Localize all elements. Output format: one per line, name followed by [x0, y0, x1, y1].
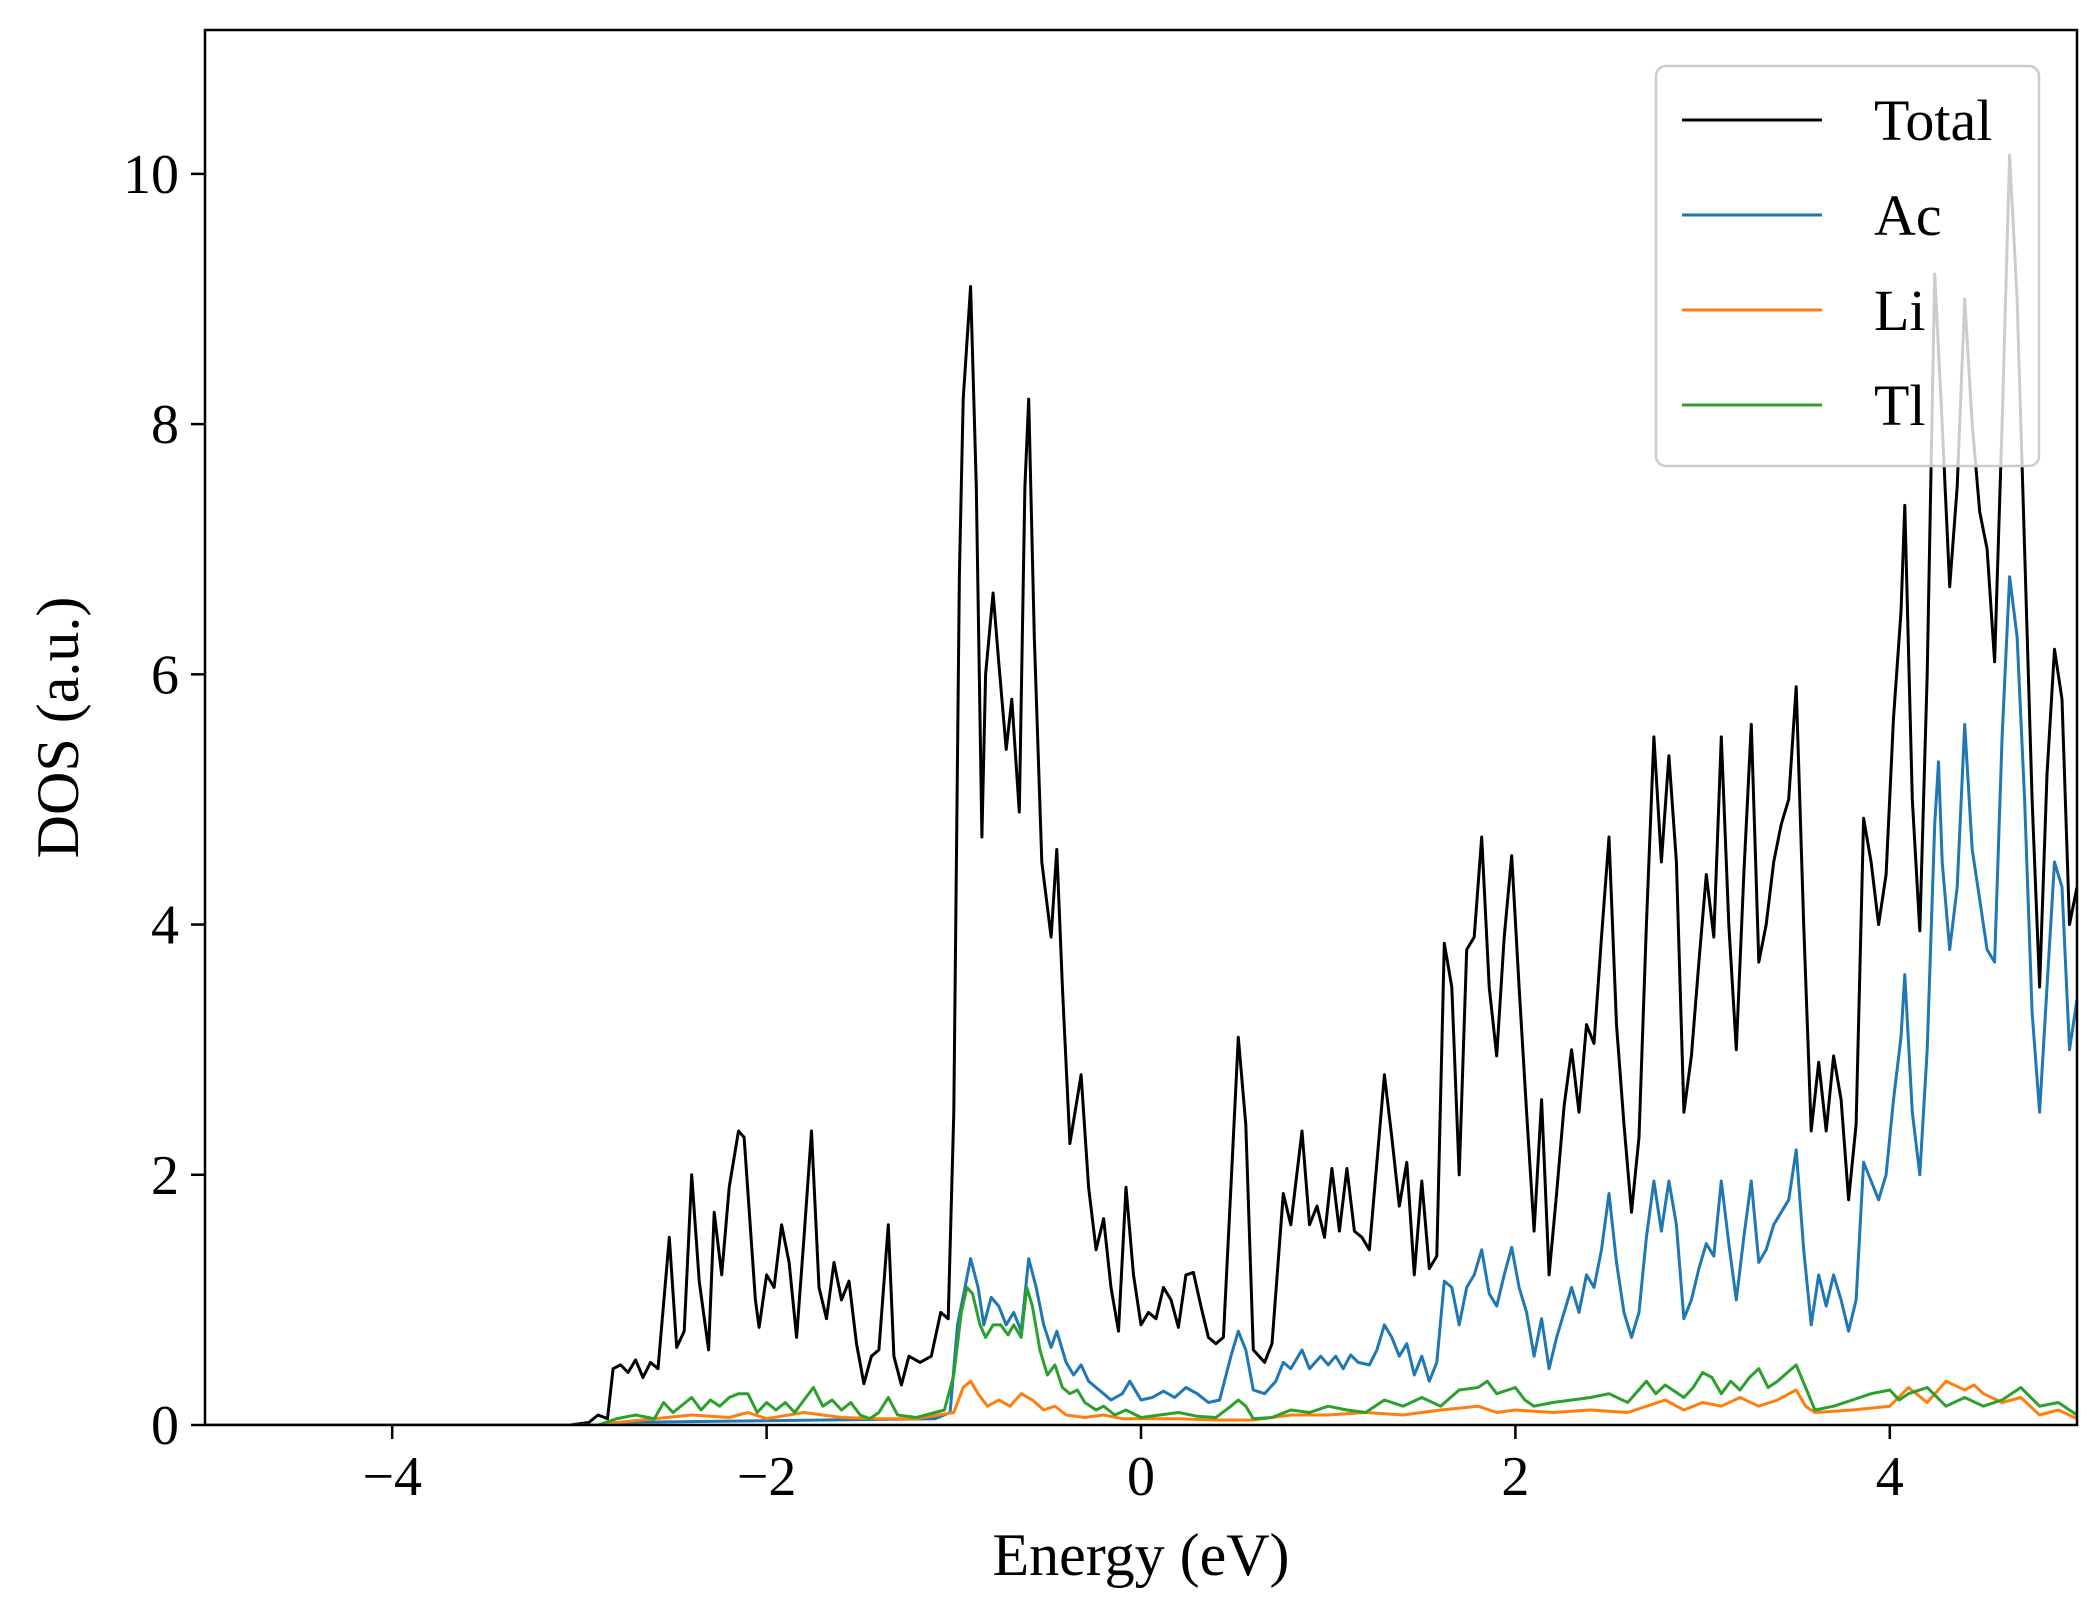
x-tick-label: −2: [737, 1446, 797, 1508]
y-axis-label: DOS (a.u.): [25, 597, 91, 859]
series-line-li: [205, 1379, 2077, 1425]
y-tick-label: 10: [123, 144, 179, 206]
y-tick-label: 4: [151, 895, 179, 957]
series-line-total: [205, 153, 2077, 1425]
legend-box: [1654, 64, 2041, 468]
y-tick-label: 8: [151, 394, 179, 456]
legend-label-li: Li: [1874, 278, 1926, 343]
legend-label-ac: Ac: [1874, 183, 1942, 248]
y-tick-label: 0: [151, 1395, 179, 1457]
x-tick-label: 2: [1501, 1446, 1529, 1508]
x-tick-label: 4: [1876, 1446, 1904, 1508]
x-tick-label: 0: [1127, 1446, 1155, 1508]
ticks: −4 −2 0 2 4 0 2 4 6 8 10: [123, 144, 1904, 1508]
legend: Total Ac Li Tl: [1654, 64, 2041, 468]
series-line-ac: [205, 575, 2077, 1425]
x-axis-label: Energy (eV): [992, 1522, 1289, 1588]
legend-label-total: Total: [1874, 88, 1992, 153]
legend-label-tl: Tl: [1874, 373, 1926, 438]
plot-lines: [205, 153, 2077, 1425]
y-tick-label: 6: [151, 644, 179, 706]
y-tick-label: 2: [151, 1145, 179, 1207]
series-line-tl: [205, 1285, 2077, 1425]
x-tick-label: −4: [362, 1446, 422, 1508]
